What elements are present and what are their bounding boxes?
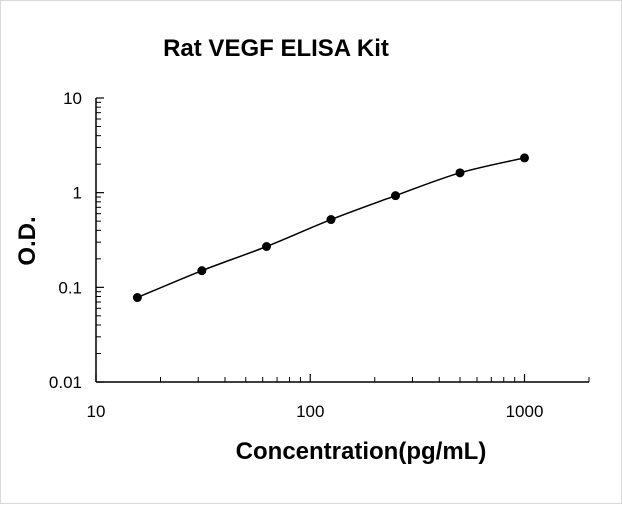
data-point: [520, 153, 529, 163]
x-axis-title: Concentration(pg/mL): [236, 438, 487, 465]
x-tick-label: 10: [87, 402, 106, 421]
axes: [95, 98, 589, 383]
data-point: [455, 168, 465, 178]
x-tick-label: 1000: [506, 402, 544, 421]
data-point: [132, 293, 142, 303]
y-axis-title: O.D.: [14, 216, 41, 265]
data-point: [326, 215, 336, 225]
data-point: [391, 191, 401, 201]
ticks: [95, 97, 590, 383]
tick-labels: 0.01 0.1 1 10 10 100 1000: [49, 89, 544, 421]
x-tick-label: 100: [296, 402, 324, 421]
fit-curve: [137, 157, 525, 299]
data-point: [262, 242, 272, 251]
data-point: [197, 266, 207, 276]
y-tick-label: 10: [63, 89, 82, 108]
data-points: [132, 153, 529, 303]
y-tick-label: 1: [73, 184, 82, 203]
y-tick-label: 0.01: [49, 373, 82, 392]
chart-title: Rat VEGF ELISA Kit: [163, 35, 389, 62]
y-tick-label: 0.1: [58, 278, 82, 297]
